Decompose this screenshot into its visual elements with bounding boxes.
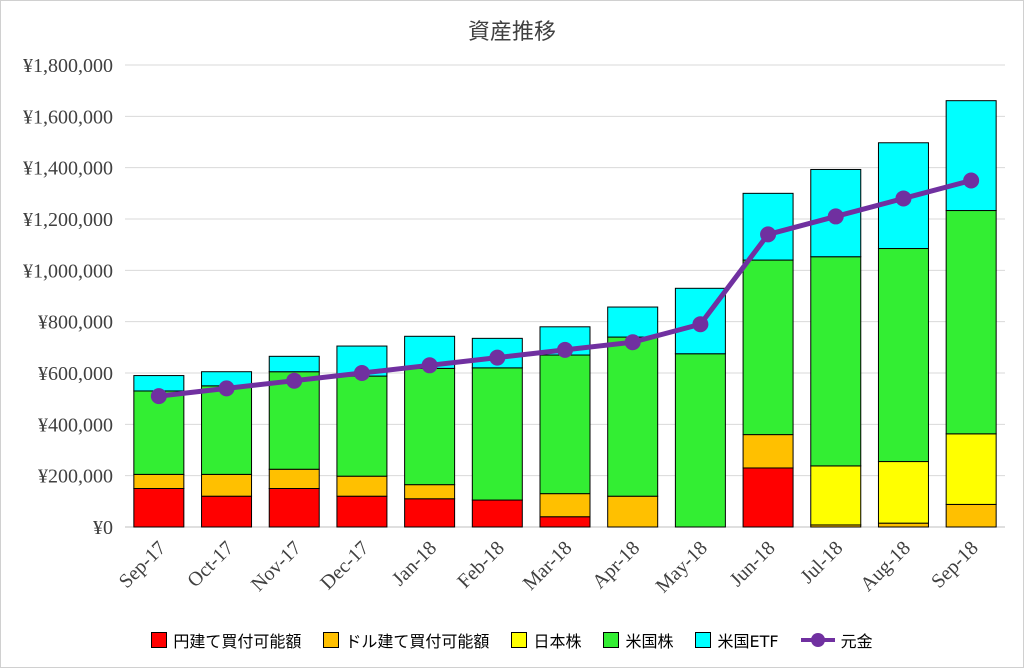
y-tick-label: ¥1,000,000 [23, 260, 113, 282]
principal-point [760, 226, 777, 243]
bar-segment [268, 355, 320, 373]
legend-swatch [323, 632, 340, 648]
bar-segment [539, 516, 591, 528]
bar-segment [201, 495, 253, 528]
x-tick-label: Sep-18 [927, 537, 983, 593]
bar-segment [471, 367, 523, 501]
bar-segment [877, 248, 929, 463]
bar-segment [201, 385, 253, 475]
principal-point [353, 365, 370, 381]
legend-item-yen-cash: 円建て買付可能額 [151, 628, 301, 652]
legend-swatch [151, 632, 168, 648]
bar-segment [404, 484, 456, 500]
bar-segment [810, 256, 862, 467]
bar-segment [201, 473, 253, 497]
bar-segment [336, 375, 388, 477]
principal-point [557, 341, 573, 358]
bar-segment [404, 367, 456, 486]
bar-segment [336, 495, 388, 528]
legend-label: 元金 [840, 632, 873, 651]
legend-label: 日本株 [533, 632, 582, 651]
x-tick-label: Jul-18 [796, 537, 847, 588]
bar-segment [742, 259, 794, 436]
bar-segment [268, 488, 320, 528]
bar-segment [133, 488, 185, 528]
y-tick-label: ¥1,400,000 [23, 158, 113, 180]
legend-label: 米国株 [625, 632, 674, 651]
bar-segment [607, 336, 659, 497]
x-tick-label: Aug-18 [856, 537, 915, 596]
y-tick-label: ¥1,200,000 [23, 209, 113, 231]
principal-point [692, 316, 709, 333]
bar-segment [539, 354, 591, 495]
legend-label: ドル建て買付可能額 [345, 632, 490, 651]
x-tick-label: Feb-18 [453, 537, 509, 593]
x-tick-label: Mar-18 [519, 537, 577, 595]
principal-point [489, 349, 506, 366]
legend-swatch [695, 632, 712, 648]
principal-point [895, 190, 912, 207]
y-tick-label: ¥1,800,000 [23, 55, 113, 77]
principal-point [624, 334, 641, 351]
y-tick-label: ¥600,000 [38, 363, 113, 385]
x-tick-label: Dec-17 [316, 537, 373, 594]
bar-segment [539, 493, 591, 518]
principal-point [963, 172, 980, 189]
legend-item-japan-stocks: 日本株 [511, 628, 581, 652]
bar-segment [945, 210, 997, 435]
legend-label: 米国ETF [717, 632, 779, 651]
bar-segment [877, 461, 929, 524]
x-tick-label: Oct-17 [183, 537, 238, 592]
bar-segment [133, 473, 185, 489]
principal-point [286, 372, 303, 389]
bar-segment [268, 468, 320, 489]
y-tick-label: ¥800,000 [38, 312, 113, 334]
legend-item-us-stocks: 米国株 [603, 628, 673, 652]
y-tick-label: ¥1,600,000 [23, 106, 113, 128]
bar-segment [945, 100, 997, 212]
legend-item-us-etf: 米国ETF [695, 628, 779, 652]
x-tick-label: Nov-17 [247, 537, 306, 596]
bar-segment [742, 434, 794, 469]
bar-segment [471, 499, 523, 528]
bar-segment [607, 306, 659, 338]
x-tick-label: Sep-17 [115, 537, 171, 593]
x-tick-label: Apr-18 [588, 537, 644, 593]
bar-segment [674, 353, 726, 528]
x-tick-label: Jun-18 [726, 537, 780, 591]
legend-item-principal: 元金 [800, 628, 873, 652]
bar-segment [404, 498, 456, 528]
legend-label: 円建て買付可能額 [173, 632, 302, 651]
principal-point [827, 208, 844, 225]
bar-segment [336, 475, 388, 497]
legend-line-marker [800, 633, 835, 647]
legend-swatch [603, 632, 620, 648]
y-tick-label: ¥400,000 [38, 414, 113, 436]
bar-segment [742, 467, 794, 528]
x-tick-label: Jan-18 [388, 537, 441, 590]
y-tick-label: ¥200,000 [38, 466, 113, 488]
bar-segment [133, 390, 185, 475]
x-tick-label: May-18 [652, 537, 712, 597]
legend-swatch [511, 632, 528, 648]
legend-item-dollar-cash: ドル建て買付可能額 [323, 628, 489, 652]
chart-legend: 円建て買付可能額 ドル建て買付可能額 日本株 米国株 米国ETF 元金 [0, 628, 1024, 652]
principal-point [421, 357, 438, 374]
principal-point [150, 388, 167, 405]
y-tick-label: ¥0 [93, 517, 113, 539]
principal-point [218, 380, 235, 397]
bar-segment [810, 465, 862, 526]
bar-segment [607, 495, 659, 528]
chart-title: 資産推移 [467, 20, 556, 45]
bar-segment [945, 503, 997, 528]
bar-segment [945, 433, 997, 505]
bar-segment [877, 522, 929, 528]
